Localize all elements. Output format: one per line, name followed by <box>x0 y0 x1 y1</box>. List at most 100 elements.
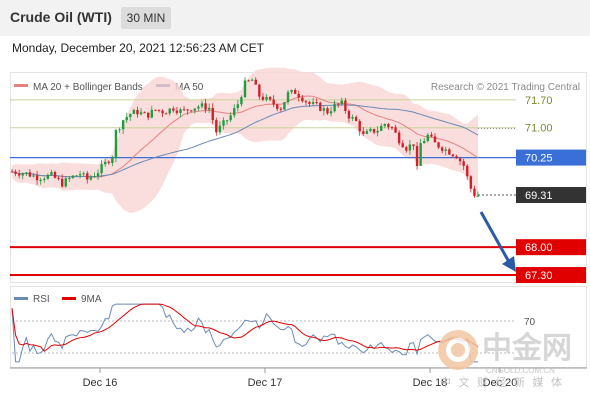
candle-body <box>96 173 100 177</box>
candle-body <box>326 108 329 114</box>
level-label-71.00: 71.00 <box>525 123 553 135</box>
candle-body <box>197 106 200 109</box>
candle-body <box>129 114 132 118</box>
candle-body <box>473 188 476 196</box>
price-levels: 71.70 71.00 70.25 69.31 68.00 67.30 <box>10 95 586 284</box>
candle-body <box>164 113 168 115</box>
candle-body <box>423 141 426 144</box>
candle-body <box>193 108 197 111</box>
candle-body <box>319 102 322 111</box>
candle-body <box>39 179 42 181</box>
candle-body <box>157 109 161 111</box>
x-tick-label: Dec 17 <box>248 377 283 389</box>
candle-body <box>168 108 171 114</box>
candle-body <box>172 108 175 111</box>
rsi-legend-label: RSI <box>33 294 50 305</box>
candle-body <box>311 102 315 104</box>
candle-body <box>143 112 146 114</box>
candle-body <box>229 115 232 121</box>
candle-body <box>154 109 157 111</box>
candle-body <box>139 112 143 115</box>
candle-body <box>211 107 214 121</box>
candle-body <box>261 96 265 100</box>
candle-body <box>60 178 64 187</box>
candle-body <box>369 128 372 132</box>
candle-body <box>276 104 279 109</box>
candle-body <box>329 111 333 114</box>
candle-body <box>304 101 308 103</box>
candle-body <box>10 171 14 173</box>
candle-body <box>376 130 379 133</box>
candle-body <box>365 131 369 134</box>
candle-body <box>250 79 254 81</box>
candle-body <box>344 100 347 111</box>
candle-body <box>333 103 336 112</box>
candle-body <box>236 104 240 109</box>
candle-body <box>111 157 114 163</box>
candle-body <box>444 149 447 151</box>
projection-arrow <box>479 211 516 272</box>
candle-body <box>293 90 297 94</box>
candle-body <box>215 120 218 133</box>
candle-body <box>28 172 32 177</box>
candle-body <box>57 177 60 179</box>
ma20-legend-label: MA 20 + Bollinger Bands <box>33 82 143 93</box>
candle-body <box>114 130 118 158</box>
candle-body <box>405 147 408 151</box>
candle-body <box>466 165 469 177</box>
timestamp: Monday, December 20, 2021 12:56:23 AM CE… <box>12 41 264 55</box>
candle-body <box>415 146 419 166</box>
candle-body <box>390 127 394 129</box>
candle-body <box>430 134 433 137</box>
watermark-url: CNGOLD.COM.CN <box>486 366 555 375</box>
candle-body <box>71 175 75 178</box>
candle-body <box>437 142 440 148</box>
level-label-69.31: 69.31 <box>525 190 553 202</box>
candle-body <box>308 101 311 104</box>
candle-body <box>82 173 85 175</box>
candle-body <box>107 161 110 163</box>
candle-body <box>125 117 128 121</box>
arrow-head <box>502 256 516 272</box>
level-tag-69.31 <box>516 187 586 204</box>
candle-body <box>462 161 465 166</box>
rsi-legend-swatch <box>14 297 28 300</box>
arrow-shaft <box>479 211 511 263</box>
candle-body <box>372 128 376 133</box>
candle-body <box>254 79 257 85</box>
candle-body <box>286 92 290 103</box>
candle-body <box>340 100 343 105</box>
candle-body <box>46 174 50 179</box>
candle-body <box>247 80 250 82</box>
candle-body <box>68 177 71 179</box>
candle-body <box>132 109 136 115</box>
watermark-tagline: 中 文 财 经 新 媒 体 <box>440 375 564 389</box>
candle-body <box>297 93 300 98</box>
candle-body <box>53 172 57 178</box>
instrument-title: Crude Oil (WTI) <box>10 9 112 25</box>
candle-body <box>268 96 272 100</box>
candle-body <box>397 132 401 144</box>
level-label-71.70: 71.70 <box>525 95 553 107</box>
candle-body <box>93 176 96 178</box>
x-tick-label: Dec 16 <box>83 377 118 389</box>
candle-body <box>32 175 35 177</box>
ma50-line <box>11 104 479 178</box>
candle-body <box>17 173 21 176</box>
x-axis-ticks: Dec 16 Dec 17 Dec 18 Dec 20 <box>83 368 517 389</box>
candle-body <box>150 109 153 118</box>
rsi-ma-series <box>11 303 479 352</box>
timeframe-badge[interactable]: 30 MIN <box>121 7 171 29</box>
candle-body <box>240 97 243 105</box>
ma50-legend-label: MA 50 <box>175 82 204 93</box>
candle-body <box>78 174 82 176</box>
level-tag-70.25 <box>516 149 586 166</box>
candle-body <box>182 109 186 111</box>
rsi-legend: RSI 9MA <box>14 294 102 305</box>
candle-body <box>86 173 89 180</box>
candle-body <box>25 172 28 174</box>
candle-body <box>283 102 286 110</box>
candle-body <box>440 147 444 151</box>
candle-body <box>161 110 164 114</box>
watermark: 中金网 CNGOLD.COM.CN 中 文 财 经 新 媒 体 <box>438 330 572 389</box>
